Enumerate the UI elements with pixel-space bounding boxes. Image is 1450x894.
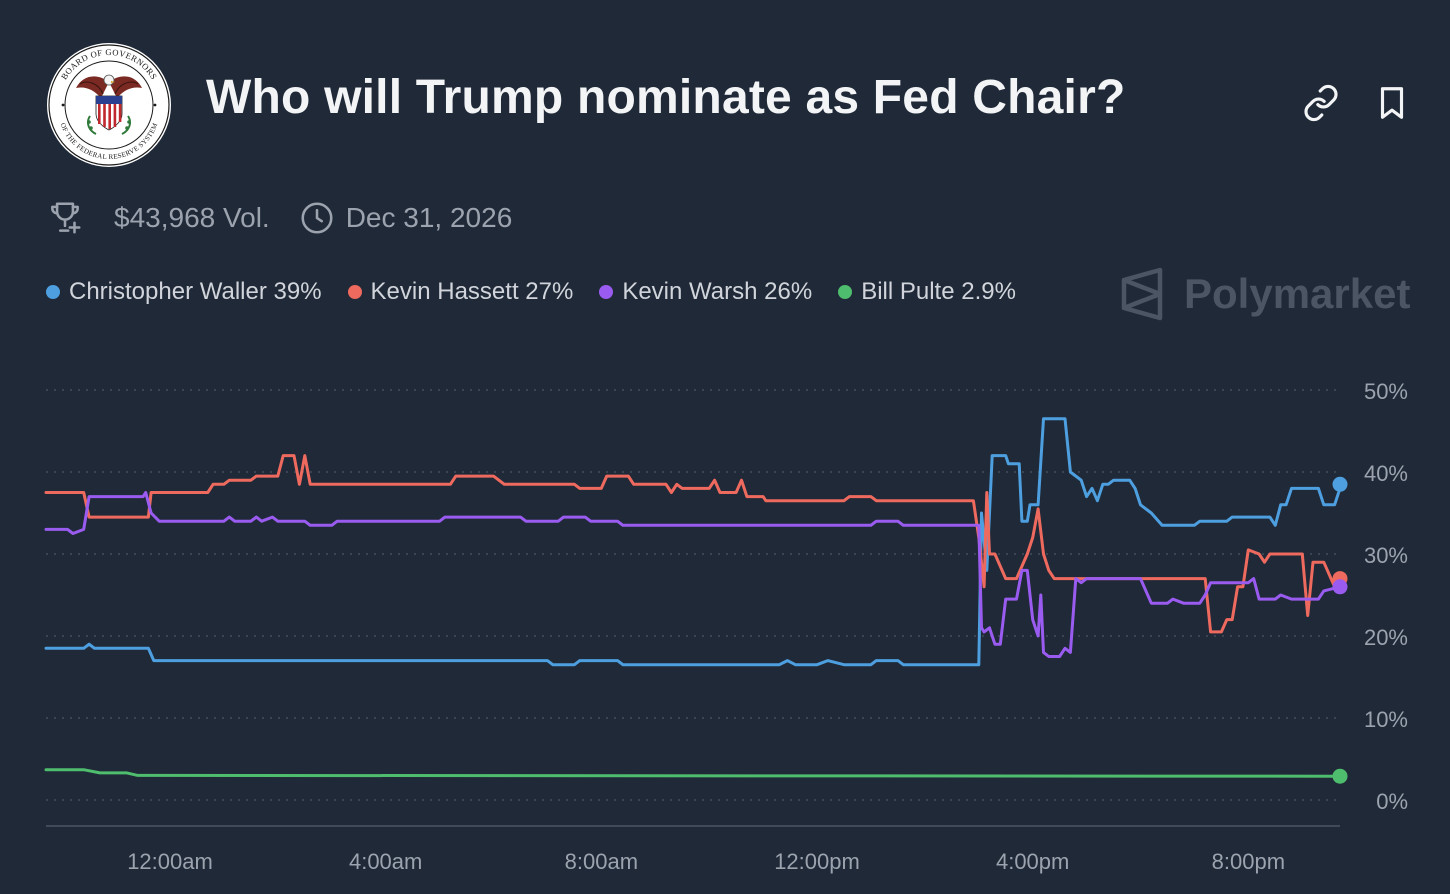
- clock-icon: [301, 202, 333, 234]
- legend-label: Bill Pulte 2.9%: [861, 278, 1016, 305]
- brand-text: Polymarket: [1184, 270, 1411, 317]
- legend-item-pulte[interactable]: Bill Pulte 2.9%: [838, 278, 1016, 306]
- series-end-dot: [1332, 579, 1348, 595]
- legend-dot: [599, 285, 614, 299]
- x-tick-label: 12:00am: [127, 849, 213, 874]
- x-tick-label: 12:00pm: [774, 849, 860, 874]
- series-line-kevin-hassett: [44, 454, 1342, 634]
- link-icon[interactable]: [1302, 84, 1340, 122]
- series-line-christopher-waller: [44, 417, 1342, 667]
- series-end-dot: [1332, 768, 1348, 784]
- end-date-text: Dec 31, 2026: [345, 202, 513, 233]
- bookmark-icon[interactable]: [1373, 84, 1411, 122]
- y-tick-label: 0%: [1376, 789, 1408, 814]
- page-title: Who will Trump nominate as Fed Chair?: [206, 71, 1126, 124]
- series-end-dot: [1332, 476, 1348, 492]
- y-tick-label: 50%: [1364, 379, 1408, 404]
- legend-dot: [838, 285, 853, 299]
- legend-item-waller[interactable]: Christopher Waller 39%: [46, 278, 322, 306]
- y-tick-label: 40%: [1364, 461, 1408, 486]
- series-line-kevin-warsh: [44, 491, 1342, 658]
- x-tick-label: 8:00am: [565, 849, 638, 874]
- x-tick-label: 4:00am: [349, 849, 422, 874]
- x-tick-label: 4:00pm: [996, 849, 1069, 874]
- federal-reserve-seal-logo: BOARD OF GOVERNORS OF THE FEDERAL RESERV…: [47, 43, 171, 167]
- legend-label: Kevin Hassett 27%: [370, 278, 574, 305]
- market-meta: $43,968 Vol. Dec 31, 2026: [46, 196, 512, 240]
- legend-item-warsh[interactable]: Kevin Warsh 26%: [599, 278, 812, 306]
- legend-label: Kevin Warsh 26%: [622, 278, 813, 305]
- legend-label: Christopher Waller 39%: [69, 278, 322, 305]
- chart-legend: Christopher Waller 39% Kevin Hassett 27%…: [46, 278, 1042, 306]
- polymarket-watermark: Polymarket: [1118, 266, 1410, 322]
- trophy-icon: [51, 202, 81, 234]
- series-line-bill-pulte: [44, 768, 1342, 778]
- volume-text: $43,968 Vol.: [114, 202, 270, 233]
- polymarket-logo-icon: [1121, 267, 1163, 321]
- legend-dot: [46, 285, 60, 299]
- x-tick-label: 8:00pm: [1212, 849, 1285, 874]
- y-tick-label: 30%: [1364, 543, 1408, 568]
- legend-dot: [347, 285, 362, 299]
- y-tick-label: 20%: [1364, 625, 1408, 650]
- y-tick-label: 10%: [1364, 707, 1408, 732]
- legend-item-hassett[interactable]: Kevin Hassett 27%: [347, 278, 574, 306]
